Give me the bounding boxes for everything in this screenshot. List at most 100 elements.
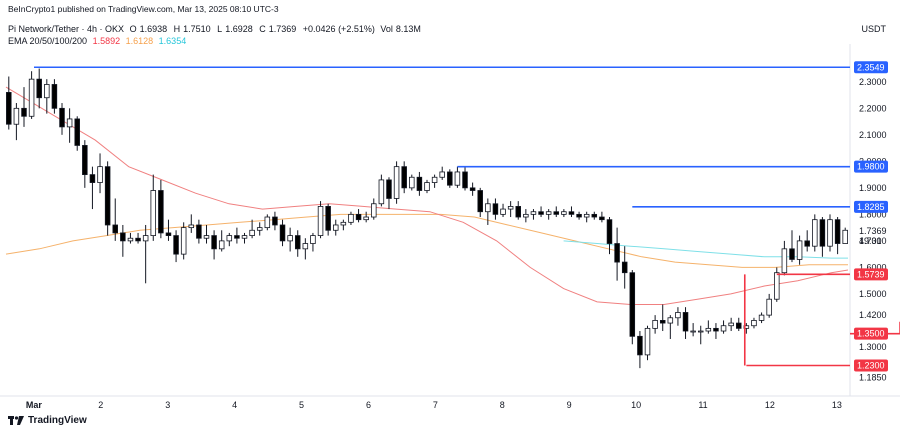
tradingview-icon — [8, 416, 24, 425]
x-tick-label: 4 — [232, 400, 237, 410]
resistance-level-label: 2.3549 — [857, 62, 885, 72]
candle — [409, 176, 415, 189]
candle — [249, 229, 255, 236]
candle — [789, 248, 795, 260]
candle — [36, 78, 42, 99]
candle — [165, 232, 172, 236]
candle — [842, 229, 848, 244]
candle — [561, 211, 567, 215]
ema100-line — [563, 240, 848, 259]
candle — [834, 219, 841, 244]
candle — [294, 235, 301, 250]
candle — [325, 206, 331, 231]
candle — [279, 224, 286, 242]
high-value: 1.7510 — [183, 24, 211, 34]
low-label: L — [217, 24, 223, 34]
candle — [104, 166, 111, 226]
close-value: 1.7369 — [268, 24, 297, 34]
published-line: BeInCrypto1 published on TradingView.com… — [8, 4, 282, 14]
candle — [97, 166, 103, 183]
x-tick-label: Mar — [26, 400, 43, 410]
candle — [401, 166, 407, 189]
candle — [158, 190, 164, 234]
candle — [659, 320, 666, 324]
candle — [82, 145, 88, 176]
y-tick-label: 1.7000 — [859, 236, 887, 246]
candle — [469, 187, 476, 191]
candle — [758, 314, 765, 321]
y-tick-label: 2.2000 — [859, 103, 887, 113]
ema50-value: 1.6128 — [125, 36, 154, 46]
candle — [439, 171, 445, 178]
candle — [416, 176, 423, 191]
resistance-level-badge — [854, 61, 888, 74]
candle — [264, 216, 271, 229]
ema20-line — [5, 86, 849, 305]
candle — [713, 327, 719, 332]
y-tick-label: 1.5000 — [859, 289, 887, 299]
candle — [363, 216, 369, 221]
low-value: 1.6928 — [225, 24, 253, 34]
y-tick-label: 1.4200 — [859, 310, 887, 320]
candle — [386, 179, 392, 199]
y-tick-label: 1.9000 — [859, 183, 887, 193]
support-level-label: 1.5739 — [857, 269, 885, 279]
published-text: BeInCrypto1 published on TradingView.com… — [8, 4, 279, 14]
candle — [545, 211, 552, 215]
high-label: H — [173, 24, 181, 34]
candle — [637, 335, 643, 356]
candle — [515, 206, 521, 218]
candle — [568, 211, 575, 215]
candle — [477, 190, 483, 213]
ema-label[interactable]: EMA 20/50/100/200 — [8, 36, 88, 46]
symbol-label[interactable]: Pi Network/Tether · 4h · OKX — [8, 24, 125, 34]
candle — [28, 78, 35, 117]
support-level-badge — [854, 359, 888, 372]
candle — [591, 213, 598, 218]
candle — [424, 182, 430, 191]
x-tick-label: 8 — [500, 400, 505, 410]
open-value: 1.6938 — [139, 24, 168, 34]
candle — [348, 213, 354, 223]
candle — [378, 179, 385, 205]
candle — [196, 224, 202, 239]
y-tick-label: 1.1850 — [859, 372, 887, 382]
candle — [781, 248, 788, 274]
tradingview-logo[interactable]: TradingView — [8, 415, 87, 426]
x-tick-label: 9 — [567, 400, 572, 410]
support-level-badge — [854, 268, 888, 281]
candle — [462, 171, 468, 189]
candle — [51, 84, 58, 109]
candle — [287, 235, 293, 242]
candle — [682, 312, 689, 332]
candle — [538, 211, 544, 215]
ohlc-line: Pi Network/Tether · 4h · OKX O 1.6938 H 1.… — [8, 24, 424, 34]
candle — [500, 208, 506, 215]
candle — [431, 176, 438, 183]
candle — [142, 235, 149, 242]
candle — [523, 213, 529, 218]
candle — [188, 224, 195, 229]
y-tick-label: 1.8000 — [859, 209, 887, 219]
brand-text: TradingView — [28, 415, 87, 426]
candle — [614, 243, 620, 263]
candle — [530, 211, 537, 215]
candle — [66, 118, 73, 128]
candle — [507, 206, 514, 210]
candle — [112, 224, 118, 234]
ema20-value: 1.5892 — [92, 36, 121, 46]
candle — [355, 213, 362, 221]
candle — [705, 327, 712, 332]
candle — [211, 235, 217, 250]
y-tick-label: 1.6000 — [859, 262, 887, 272]
candle — [804, 240, 810, 247]
candle — [697, 330, 704, 333]
resistance-level-badge — [854, 200, 888, 213]
candle — [226, 235, 233, 242]
candle — [728, 322, 734, 327]
candle — [180, 227, 187, 255]
x-tick-label: 3 — [165, 400, 170, 410]
candle — [599, 216, 605, 221]
